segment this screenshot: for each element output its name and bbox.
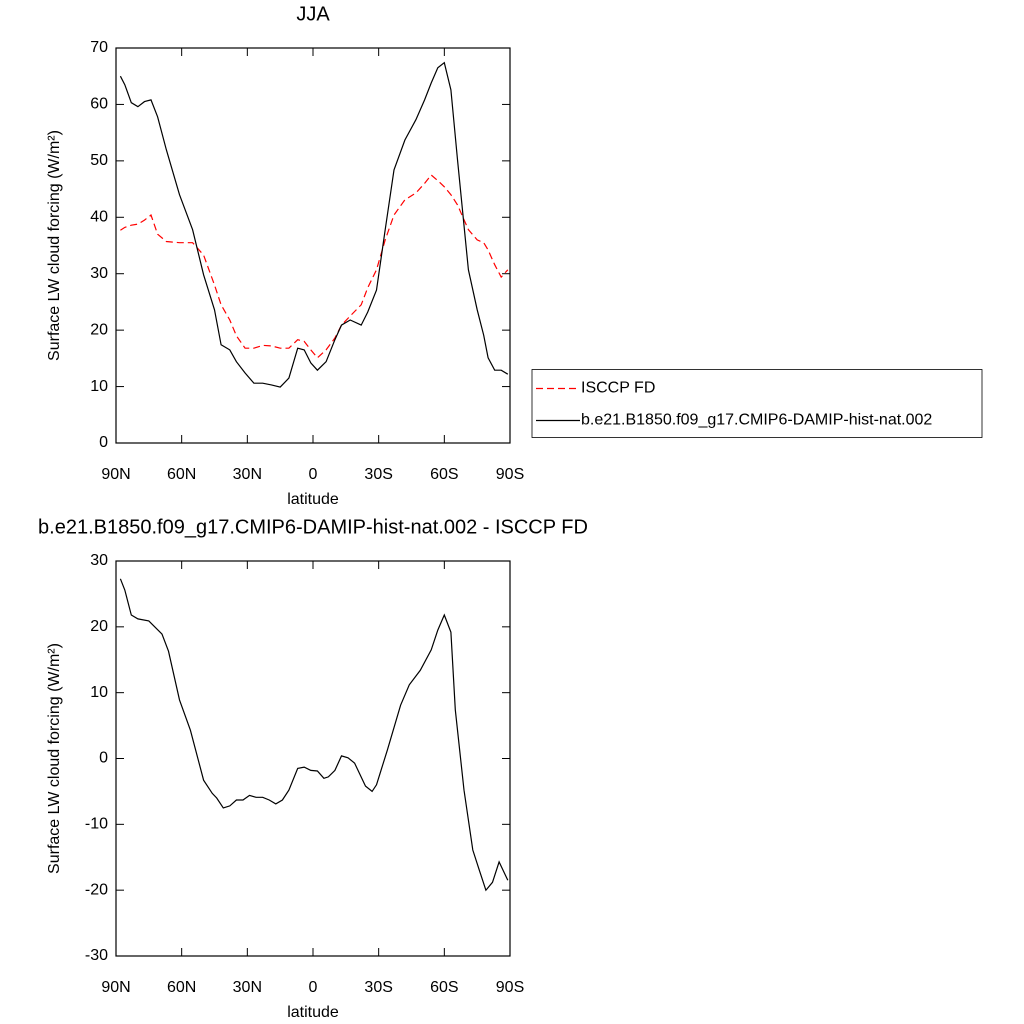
chart-title: b.e21.B1850.f09_g17.CMIP6-DAMIP-hist-nat…	[38, 516, 588, 538]
y-tick-label: 0	[99, 750, 108, 767]
x-tick-label: 30S	[364, 466, 392, 483]
y-tick-label: 20	[90, 618, 108, 635]
y-tick-label: 10	[90, 684, 108, 701]
y-tick-label: 60	[90, 96, 108, 113]
x-axis-label: latitude	[287, 491, 339, 508]
plot-frame	[115, 47, 511, 444]
legend-label: b.e21.B1850.f09_g17.CMIP6-DAMIP-hist-nat…	[581, 412, 932, 429]
plot-frame	[115, 560, 511, 957]
x-tick-label: 90S	[496, 466, 524, 483]
x-tick-label: 60N	[167, 979, 196, 996]
y-tick-label: -10	[85, 816, 108, 833]
y-tick-label: 10	[90, 378, 108, 395]
x-tick-label: 60S	[430, 466, 458, 483]
data-line	[119, 61, 509, 388]
legend-box	[531, 369, 983, 438]
x-tick-label: 30S	[364, 979, 392, 996]
x-tick-label: 30N	[233, 466, 262, 483]
y-tick-label: -20	[85, 881, 108, 898]
x-tick-label: 60S	[430, 979, 458, 996]
data-line	[120, 174, 509, 359]
y-tick-label: -30	[85, 947, 108, 964]
x-tick-label: 90N	[101, 466, 130, 483]
y-tick-label: 30	[90, 265, 108, 282]
x-tick-label: 0	[309, 979, 318, 996]
legend-label: ISCCP FD	[581, 380, 655, 397]
x-tick-label: 30N	[233, 979, 262, 996]
y-tick-label: 40	[90, 209, 108, 226]
x-tick-label: 90S	[496, 979, 524, 996]
y-tick-label: 50	[90, 152, 108, 169]
x-tick-label: 0	[309, 466, 318, 483]
y-tick-label: 70	[90, 39, 108, 56]
y-axis-label: Surface LW cloud forcing (W/m²)	[46, 130, 63, 361]
data-line	[119, 578, 509, 892]
y-tick-label: 20	[90, 321, 108, 338]
y-tick-label: 0	[99, 434, 108, 451]
y-tick-label: 30	[90, 552, 108, 569]
y-axis-label: Surface LW cloud forcing (W/m²)	[46, 643, 63, 874]
x-axis-label: latitude	[287, 1004, 339, 1021]
x-tick-label: 90N	[101, 979, 130, 996]
chart-title: JJA	[296, 3, 330, 25]
x-tick-label: 60N	[167, 466, 196, 483]
